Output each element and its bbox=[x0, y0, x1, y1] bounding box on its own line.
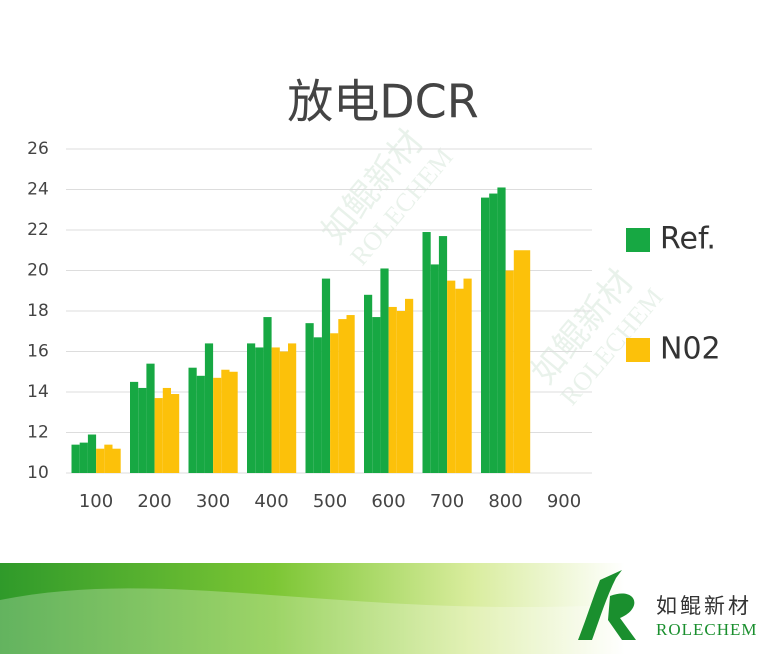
bar bbox=[221, 369, 230, 473]
bar bbox=[313, 337, 322, 473]
watermark: 如鲲新材 ROLECHEM bbox=[524, 262, 669, 411]
bar bbox=[138, 387, 147, 473]
bar bbox=[447, 280, 456, 473]
bar bbox=[263, 317, 272, 473]
bar bbox=[497, 187, 506, 473]
bar bbox=[364, 294, 373, 473]
bar bbox=[372, 317, 381, 473]
bar bbox=[196, 375, 205, 473]
legend-swatch bbox=[626, 338, 650, 362]
y-tick-label: 10 bbox=[27, 463, 49, 483]
bar bbox=[288, 343, 297, 473]
y-tick-label: 16 bbox=[27, 342, 49, 362]
bar bbox=[229, 371, 238, 473]
bar bbox=[396, 311, 405, 473]
y-tick-label: 18 bbox=[27, 301, 49, 321]
x-tick-label: 600 bbox=[371, 491, 405, 512]
banner bbox=[0, 563, 781, 654]
bar bbox=[104, 444, 113, 473]
watermark: 如鲲新材 ROLECHEM bbox=[314, 122, 459, 271]
y-tick-label: 26 bbox=[27, 139, 49, 159]
bar bbox=[405, 298, 414, 473]
chart-title: 放电DCR bbox=[287, 75, 479, 129]
bar bbox=[455, 288, 464, 473]
brand-en: ROLECHEM bbox=[656, 620, 758, 639]
y-tick-label: 12 bbox=[27, 423, 49, 443]
x-tick-label: 800 bbox=[488, 491, 522, 512]
y-tick-label: 14 bbox=[27, 382, 49, 402]
bar bbox=[505, 270, 514, 473]
bar bbox=[522, 250, 531, 473]
bar bbox=[422, 232, 431, 473]
bar bbox=[321, 278, 331, 473]
bar bbox=[213, 377, 222, 473]
y-tick-label: 22 bbox=[27, 220, 49, 240]
x-tick-label: 200 bbox=[137, 491, 171, 512]
bar bbox=[430, 264, 439, 473]
x-tick-label: 700 bbox=[430, 491, 464, 512]
bar bbox=[513, 250, 522, 473]
y-tick-label: 24 bbox=[27, 180, 49, 200]
x-tick-label: 400 bbox=[254, 491, 288, 512]
bar bbox=[96, 448, 105, 473]
bar bbox=[271, 347, 280, 473]
bar bbox=[481, 197, 490, 473]
bar bbox=[463, 278, 472, 473]
x-tick-label: 900 bbox=[547, 491, 581, 512]
x-tick-label: 300 bbox=[196, 491, 230, 512]
bar bbox=[338, 319, 347, 473]
y-tick-label: 20 bbox=[27, 261, 49, 281]
bar bbox=[247, 343, 256, 473]
legend-label: N02 bbox=[660, 332, 721, 367]
bar bbox=[171, 394, 180, 473]
bar bbox=[154, 398, 163, 473]
bar bbox=[79, 442, 88, 473]
bar bbox=[346, 315, 355, 473]
legend-swatch bbox=[626, 228, 650, 252]
bar bbox=[305, 323, 314, 473]
bar bbox=[255, 347, 264, 473]
legend-label: Ref. bbox=[660, 222, 716, 257]
bar bbox=[279, 351, 288, 473]
logo-mark bbox=[578, 570, 636, 640]
bar bbox=[162, 387, 171, 473]
bar bbox=[489, 193, 498, 474]
bar bbox=[112, 448, 121, 473]
bar bbox=[71, 444, 80, 473]
brand-name: 如鲲新材 bbox=[656, 594, 752, 618]
bar bbox=[438, 236, 448, 473]
bar bbox=[87, 434, 97, 473]
x-tick-label: 500 bbox=[313, 491, 347, 512]
x-tick-label: 100 bbox=[79, 491, 113, 512]
bar bbox=[380, 268, 389, 473]
bar bbox=[146, 363, 155, 473]
bar bbox=[188, 367, 197, 473]
bar bbox=[130, 381, 139, 473]
bar bbox=[204, 343, 214, 473]
bar bbox=[388, 306, 397, 473]
bar bbox=[330, 333, 339, 473]
